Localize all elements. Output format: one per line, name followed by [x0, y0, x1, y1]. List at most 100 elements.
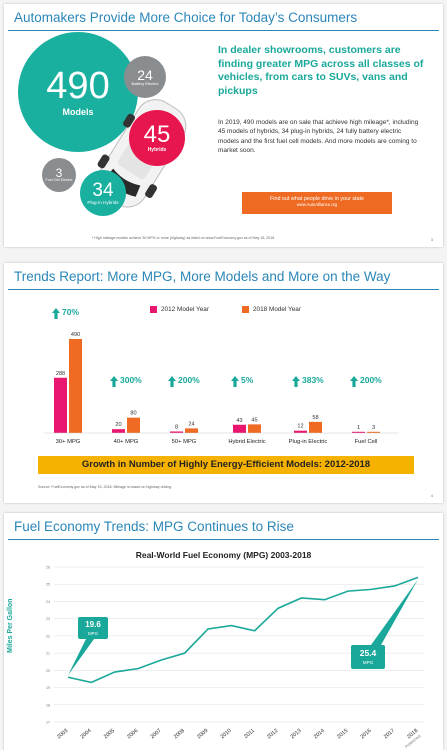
total-models-number: 490 — [46, 65, 110, 107]
bar-2012-4 — [294, 430, 307, 433]
slide-trends-report: Trends Report: More MPG, More Models and… — [4, 263, 443, 503]
plugin-hybrids-circle: 34 Plug-in Hybrids — [80, 170, 126, 216]
footnote: * High mileage models achieve 30 MPG or … — [92, 236, 275, 240]
headline: In dealer showrooms, customers are findi… — [218, 44, 424, 97]
battery-electric-circle: 24 Battery Electric — [124, 56, 166, 98]
x-tick-label: 2004 — [80, 728, 93, 740]
bar-2018-1 — [127, 417, 140, 433]
growth-banner: Growth in Number of Highly Energy-Effici… — [38, 456, 414, 474]
total-models-label: Models — [62, 107, 94, 117]
bar-2012-3 — [233, 424, 246, 433]
plugin-hybrids-label: Plug-in Hybrids — [87, 199, 119, 205]
fuel-cell-circle: 3 Fuel Cell Electric — [42, 158, 76, 192]
bar-2012-0 — [54, 377, 67, 433]
y-tick-label: 20 — [46, 669, 50, 673]
y-tick-label: 18 — [46, 703, 50, 707]
slide-title: Automakers Provide More Choice for Today… — [14, 10, 358, 25]
x-tick-label: 2015 — [336, 728, 349, 740]
up-arrow-icon — [231, 376, 239, 387]
source-note: Source: FuelEconomy.gov as of May 15, 20… — [38, 485, 173, 489]
x-tick-label: 2014 — [313, 728, 326, 740]
bar-2012-1 — [112, 429, 125, 433]
growth-percent: 383% — [302, 375, 324, 385]
growth-percent: 200% — [360, 375, 382, 385]
slide-fuel-economy: Fuel Economy Trends: MPG Continues to Ri… — [4, 513, 443, 750]
bar-value-label: 24 — [188, 421, 194, 427]
x-tick-label: 2017 — [383, 728, 396, 740]
growth-percent: 70% — [62, 307, 79, 317]
up-arrow-icon — [168, 376, 176, 387]
category-label: Plug-in Electric — [289, 439, 328, 445]
x-tick-label: 2009 — [196, 728, 209, 740]
category-label: Hybrid Electric — [228, 439, 265, 445]
callout-unit: MPG — [88, 631, 99, 636]
y-tick-label: 21 — [46, 652, 50, 656]
battery-electric-number: 24 — [137, 66, 153, 83]
y-tick-label: 23 — [46, 617, 50, 621]
x-tick-label: 2006 — [126, 728, 139, 740]
bar-value-label: 490 — [71, 332, 80, 338]
state-lookup-button[interactable]: Find out what people drive in your state… — [242, 192, 392, 214]
callout-2018 — [351, 645, 385, 669]
slide-title: Trends Report: More MPG, More Models and… — [14, 269, 391, 284]
fuel-cell-label: Fuel Cell Electric — [45, 178, 73, 183]
callout-unit: MPG — [363, 660, 374, 665]
y-tick-label: 19 — [46, 686, 50, 690]
bar-value-label: 1 — [357, 425, 360, 431]
bar-value-label: 3 — [372, 425, 375, 431]
x-tick-label: 2016 — [360, 728, 373, 740]
up-arrow-icon — [350, 376, 358, 387]
bar-2012-2 — [170, 431, 183, 433]
y-tick-label: 25 — [46, 583, 50, 587]
category-label: 40+ MPG — [114, 439, 139, 445]
growth-percent: 200% — [178, 375, 200, 385]
up-arrow-icon — [52, 308, 60, 319]
body-paragraph: In 2019, 490 models are on sale that ach… — [218, 119, 419, 155]
battery-electric-label: Battery Electric — [131, 80, 159, 86]
callout-2003 — [78, 617, 108, 639]
hybrids-circle: 45 Hybrids — [129, 110, 185, 166]
legend-swatch-2012 — [150, 306, 157, 313]
page-number: 3 — [430, 237, 433, 242]
legend-label-2012: 2012 Model Year — [161, 306, 209, 313]
x-tick-label: 2005 — [103, 728, 116, 740]
growth-percent: 300% — [120, 375, 142, 385]
bar-2018-3 — [248, 424, 261, 433]
models-bar-chart: 288 490 30+ MPG 70% 20 80 40+ MPG 300% 8 24 50+ MP… — [44, 307, 399, 445]
hybrids-label: Hybrids — [147, 147, 167, 153]
bar-value-label: 8 — [175, 424, 178, 430]
x-tick-label: 2008 — [173, 728, 186, 740]
up-arrow-icon — [292, 376, 300, 387]
state-lookup-text: Find out what people drive in your state — [269, 196, 365, 202]
y-tick-label: 22 — [46, 634, 50, 638]
callout-pointer — [371, 579, 418, 645]
bar-2018-0 — [69, 339, 82, 433]
total-models-circle: 490 Models — [18, 32, 138, 152]
bar-value-label: 20 — [115, 422, 121, 428]
bar-value-label: 80 — [130, 411, 136, 417]
plugin-hybrids-number: 34 — [92, 179, 114, 201]
fuel-cell-number: 3 — [55, 166, 63, 181]
title-divider — [8, 289, 439, 290]
y-tick-label: 24 — [46, 600, 50, 604]
legend-label-2018: 2018 Model Year — [253, 306, 301, 313]
title-divider — [8, 539, 439, 540]
legend-2012: 2012 Model Year — [150, 306, 209, 313]
state-lookup-link[interactable]: www.AutoAlliance.org — [296, 202, 338, 208]
x-tick-label: 2011 — [243, 728, 256, 740]
growth-percent: 5% — [241, 375, 254, 385]
y-tick-label: 17 — [46, 721, 50, 725]
x-tick-label: 2007 — [150, 728, 163, 740]
category-label: 50+ MPG — [172, 439, 197, 445]
bar-value-label: 58 — [312, 415, 318, 421]
slide-title: Fuel Economy Trends: MPG Continues to Ri… — [14, 519, 294, 534]
page-number: 4 — [430, 493, 433, 498]
title-divider — [8, 30, 439, 31]
category-label: Fuel Cell — [355, 439, 378, 445]
callout-value: 25.4 — [360, 648, 377, 658]
legend-swatch-2018 — [242, 306, 249, 313]
slide-more-choice: Automakers Provide More Choice for Today… — [4, 4, 443, 247]
x-tick-label: 2012 — [266, 728, 279, 740]
bar-2018-4 — [309, 421, 322, 433]
mpg-line-chart: 17 18 19 20 21 22 23 24 25 26 2003 2004 2005 2006 2007… — [46, 566, 424, 749]
